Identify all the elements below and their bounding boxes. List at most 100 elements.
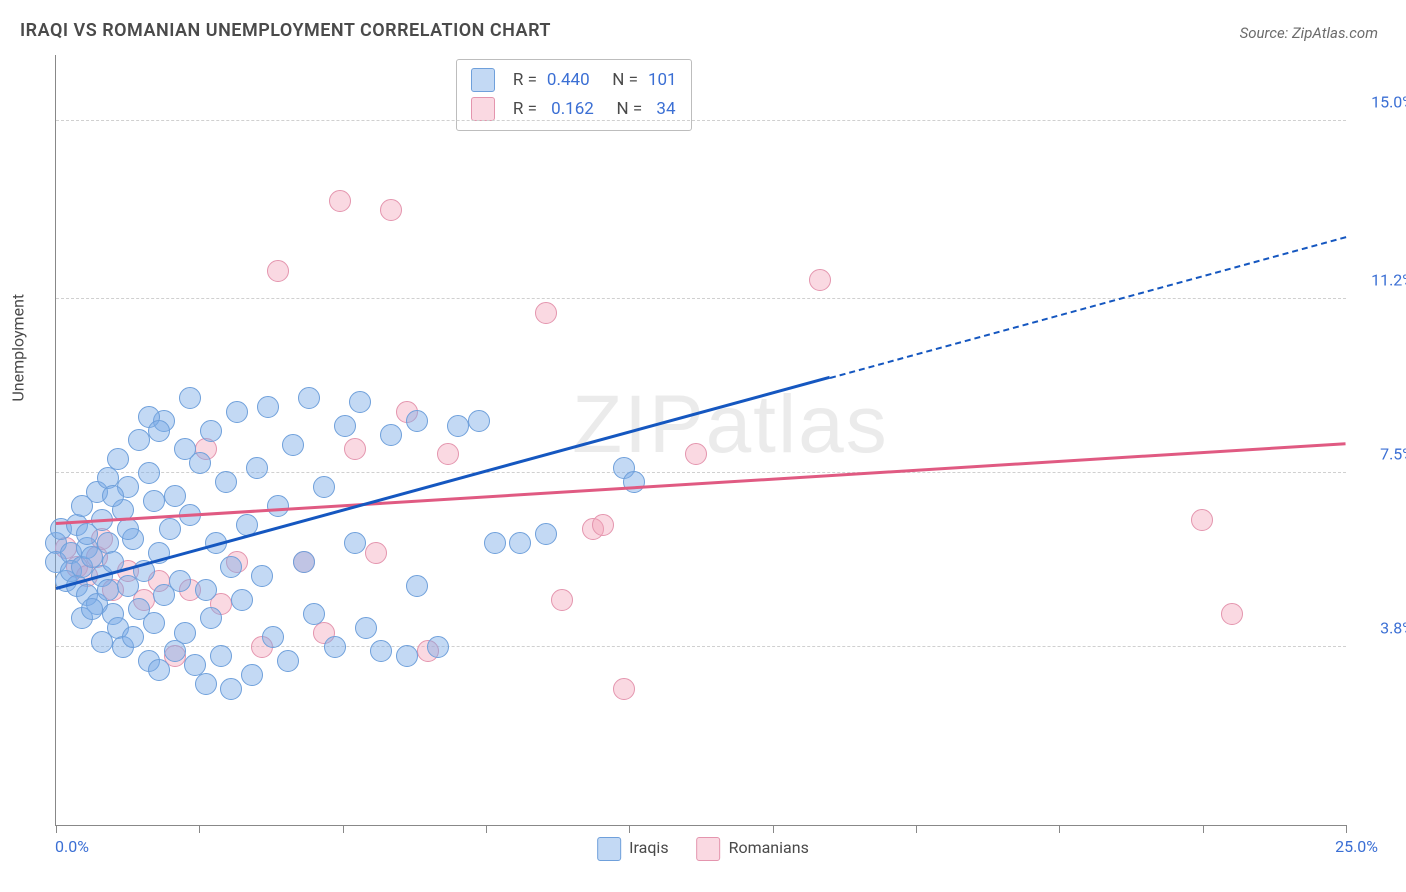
r-label: R = xyxy=(513,66,537,95)
data-point xyxy=(370,640,392,662)
data-point xyxy=(468,410,490,432)
y-axis-label: Unemployment xyxy=(9,294,28,402)
source-label: Source: ZipAtlas.com xyxy=(1240,24,1378,42)
data-point xyxy=(406,575,428,597)
data-point xyxy=(355,617,377,639)
data-point xyxy=(257,396,279,418)
data-point xyxy=(535,523,557,545)
legend-swatch xyxy=(597,837,621,861)
data-point xyxy=(169,570,191,592)
data-point xyxy=(380,199,402,221)
n-label: N = xyxy=(600,66,638,95)
grid-line xyxy=(56,120,1346,121)
data-point xyxy=(447,415,469,437)
data-point xyxy=(148,420,170,442)
plot-area: ZIPatlas R =0.440 N =101R = 0.162 N = 34… xyxy=(55,55,1346,826)
data-point xyxy=(251,565,273,587)
data-point xyxy=(220,556,242,578)
data-point xyxy=(344,438,366,460)
x-axis-min-label: 0.0% xyxy=(55,837,89,856)
data-point xyxy=(179,387,201,409)
x-tick xyxy=(199,825,200,833)
data-point xyxy=(226,401,248,423)
data-point xyxy=(241,664,263,686)
data-point xyxy=(509,532,531,554)
data-point xyxy=(174,622,196,644)
data-point xyxy=(324,636,346,658)
x-axis-max-label: 25.0% xyxy=(1335,837,1378,856)
x-tick xyxy=(486,825,487,833)
data-point xyxy=(189,452,211,474)
data-point xyxy=(396,645,418,667)
data-point xyxy=(262,626,284,648)
data-point xyxy=(406,410,428,432)
data-point xyxy=(231,589,253,611)
y-tick-label: 3.8% xyxy=(1354,618,1406,637)
x-tick xyxy=(1346,825,1347,833)
data-point xyxy=(267,260,289,282)
data-point xyxy=(267,495,289,517)
x-tick xyxy=(916,825,917,833)
data-point xyxy=(344,532,366,554)
data-point xyxy=(164,485,186,507)
legend-label: Iraqis xyxy=(629,838,668,857)
data-point xyxy=(349,391,371,413)
data-point xyxy=(437,443,459,465)
data-point xyxy=(334,415,356,437)
data-point xyxy=(365,542,387,564)
data-point xyxy=(277,650,299,672)
x-tick xyxy=(343,825,344,833)
data-point xyxy=(91,631,113,653)
data-point xyxy=(313,476,335,498)
data-point xyxy=(809,269,831,291)
n-value: 101 xyxy=(648,66,677,95)
data-point xyxy=(623,471,645,493)
legend-label: Romanians xyxy=(729,838,809,857)
data-point xyxy=(143,490,165,512)
r-value: 0.440 xyxy=(547,66,590,95)
y-tick-label: 11.2% xyxy=(1354,271,1406,290)
data-point xyxy=(282,434,304,456)
data-point xyxy=(195,673,217,695)
grid-line xyxy=(56,298,1346,299)
data-point xyxy=(484,532,506,554)
data-point xyxy=(293,551,315,573)
data-point xyxy=(592,514,614,536)
data-point xyxy=(195,579,217,601)
x-tick xyxy=(773,825,774,833)
data-point xyxy=(128,429,150,451)
data-point xyxy=(380,424,402,446)
legend-swatch xyxy=(471,97,495,121)
legend-item: Romanians xyxy=(697,837,809,861)
x-tick xyxy=(1203,825,1204,833)
data-point xyxy=(298,387,320,409)
data-point xyxy=(685,443,707,465)
data-point xyxy=(215,471,237,493)
legend-row: R = 0.440 N = 101 xyxy=(471,66,677,95)
data-point xyxy=(210,645,232,667)
data-point xyxy=(1191,509,1213,531)
data-point xyxy=(102,485,124,507)
y-tick-label: 15.0% xyxy=(1354,92,1406,111)
trend-line-extrapolated xyxy=(830,236,1347,379)
series-legend: Iraqis Romanians xyxy=(597,837,809,861)
chart-title: IRAQI VS ROMANIAN UNEMPLOYMENT CORRELATI… xyxy=(20,20,551,41)
data-point xyxy=(303,603,325,625)
x-tick xyxy=(56,825,57,833)
data-point xyxy=(246,457,268,479)
data-point xyxy=(159,518,181,540)
data-point xyxy=(551,589,573,611)
data-point xyxy=(143,612,165,634)
data-point xyxy=(122,626,144,648)
grid-line xyxy=(56,646,1346,647)
data-point xyxy=(97,579,119,601)
data-point xyxy=(148,659,170,681)
legend-swatch xyxy=(697,837,721,861)
data-point xyxy=(164,640,186,662)
data-point xyxy=(427,636,449,658)
data-point xyxy=(535,302,557,324)
legend-swatch xyxy=(471,68,495,92)
data-point xyxy=(329,190,351,212)
data-point xyxy=(81,598,103,620)
x-tick xyxy=(1059,825,1060,833)
